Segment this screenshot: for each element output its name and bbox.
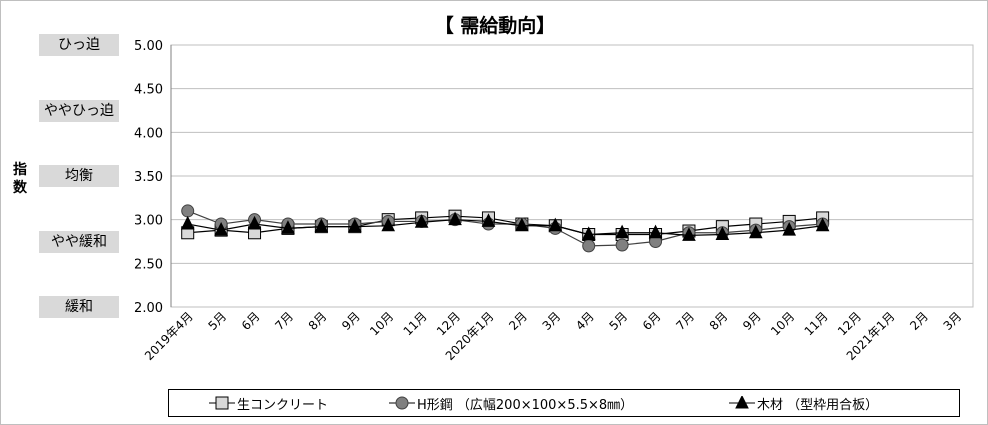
x-tick-label: 9月 [339, 309, 363, 333]
y-tick-label: 2.00 [134, 301, 163, 316]
x-tick-label: 6月 [640, 309, 664, 333]
legend-label: 生コンクリート [237, 397, 329, 413]
legend-marker-circle [395, 396, 409, 410]
y-tick-label: 3.00 [134, 214, 163, 229]
data-point-triangle [347, 218, 362, 233]
y-axis-label: 指数 [13, 162, 27, 196]
x-tick-label: 2月 [907, 309, 931, 333]
data-point-triangle [715, 226, 730, 241]
data-point-triangle [815, 217, 830, 232]
x-tick-label: 11月 [802, 309, 831, 338]
level-label: 緩和 [39, 296, 119, 318]
x-tick-label: 9月 [740, 309, 764, 333]
data-point-circle [582, 239, 596, 253]
x-tick-label: 5月 [205, 309, 229, 333]
y-tick-label: 2.50 [134, 257, 163, 272]
legend-marker-triangle [735, 396, 749, 409]
x-tick-label: 10月 [768, 309, 797, 338]
data-point-triangle [448, 211, 462, 226]
data-point-triangle [481, 213, 496, 227]
x-tick-label: 10月 [367, 309, 396, 338]
legend-label: 木材 （型枠用合板） [757, 397, 879, 413]
y-tick-label: 4.50 [134, 83, 163, 98]
series-line-2 [187, 219, 823, 236]
legend-item: H形鋼 （広幅200×100×5.5×8㎜） [389, 394, 633, 413]
x-tick-label: 2月 [506, 309, 530, 333]
data-point-triangle [682, 227, 696, 241]
level-label: ひっ迫 [39, 34, 119, 56]
y-tick-label: 5.00 [134, 39, 163, 54]
x-tick-label: 2019年4月 [142, 309, 196, 363]
x-tick-label: 7月 [673, 309, 697, 333]
data-point-triangle [314, 218, 329, 233]
data-point-triangle [648, 224, 663, 239]
data-point-triangle [180, 215, 195, 230]
level-label: 均衡 [39, 165, 119, 187]
legend-marker-square [215, 396, 229, 410]
x-tick-label: 8月 [707, 309, 731, 333]
chart-title: 【 需給動向】 [434, 15, 556, 37]
data-point-triangle [548, 217, 563, 232]
y-tick-label: 4.00 [134, 126, 163, 141]
legend: 生コンクリート H形鋼 （広幅200×100×5.5×8㎜） 木材 （型枠用合板） [168, 389, 960, 417]
level-label: やや緩和 [39, 230, 119, 253]
x-tick-label: 8月 [306, 309, 330, 333]
data-point-circle [181, 204, 195, 218]
data-point-triangle [748, 224, 763, 239]
x-tick-label: 3月 [540, 309, 564, 333]
y-tick-label: 3.50 [134, 170, 163, 185]
x-tick-label: 7月 [272, 309, 296, 333]
data-point-triangle [414, 214, 429, 228]
data-point-triangle [247, 215, 262, 230]
x-tick-label: 12月 [835, 309, 864, 338]
x-tick-label: 12月 [434, 309, 463, 338]
x-tick-label: 5月 [606, 309, 630, 333]
legend-item: 木材 （型枠用合板） [729, 394, 878, 413]
data-point-triangle [782, 222, 797, 236]
data-point-circle [615, 238, 629, 252]
data-point-triangle [581, 226, 596, 241]
data-point-triangle [615, 224, 629, 239]
level-label: ややひっ迫 [39, 99, 119, 122]
data-point-triangle [515, 217, 529, 232]
x-tick-label: 6月 [239, 309, 263, 333]
data-point-triangle [281, 220, 295, 234]
legend-label: H形鋼 （広幅200×100×5.5×8㎜） [417, 397, 634, 413]
x-tick-label: 3月 [941, 309, 965, 333]
data-point-triangle [214, 222, 228, 236]
x-tick-label: 11月 [401, 309, 430, 338]
x-tick-label: 4月 [573, 309, 597, 333]
data-point-triangle [381, 217, 396, 232]
legend-item: 生コンクリート [209, 394, 328, 413]
